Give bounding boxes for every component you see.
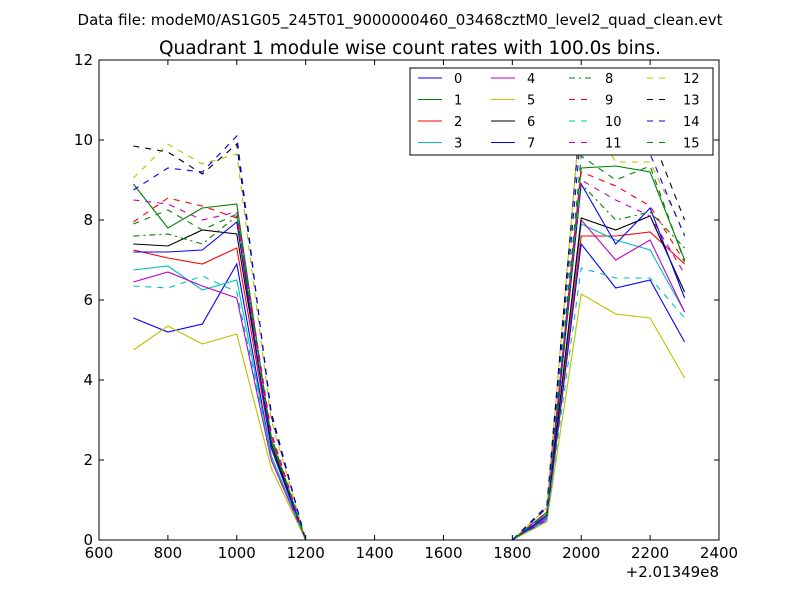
x-tick-label: 1600 xyxy=(424,544,462,562)
y-tick-label: 12 xyxy=(74,51,93,69)
x-tick-label: 1400 xyxy=(355,544,393,562)
legend-label-7: 7 xyxy=(527,137,535,152)
figure-suptitle: Data file: modeM0/AS1G05_245T01_90000004… xyxy=(78,11,723,30)
legend-label-6: 6 xyxy=(527,115,535,130)
legend-label-11: 11 xyxy=(605,137,622,152)
legend-label-9: 9 xyxy=(605,94,613,109)
y-tick-label: 6 xyxy=(83,291,93,309)
x-tick-label: 1200 xyxy=(287,544,325,562)
series-line-8 xyxy=(133,182,685,540)
legend-label-0: 0 xyxy=(454,72,462,87)
legend-label-8: 8 xyxy=(605,72,613,87)
series-line-0 xyxy=(133,242,686,540)
x-tick-label: 800 xyxy=(154,544,183,562)
legend-label-1: 1 xyxy=(454,94,462,109)
legend-frame xyxy=(409,67,714,156)
y-tick-label: 8 xyxy=(83,211,93,229)
legend-label-14: 14 xyxy=(683,115,700,130)
legend-label-5: 5 xyxy=(527,94,535,109)
legend-label-10: 10 xyxy=(605,115,622,130)
series-line-9 xyxy=(133,171,686,540)
x-tick-label: 1800 xyxy=(493,544,531,562)
series-line-7 xyxy=(133,182,686,540)
series-line-4 xyxy=(133,218,686,540)
x-tick-label: 2000 xyxy=(562,544,600,562)
x-tick-label: 2200 xyxy=(631,544,669,562)
x-offset-label: +2.01349e8 xyxy=(626,563,719,581)
y-tick-label: 2 xyxy=(83,451,93,469)
series-line-14 xyxy=(133,129,686,540)
y-tick-label: 4 xyxy=(83,371,93,389)
x-tick-label: 1000 xyxy=(218,544,256,562)
series-line-10 xyxy=(133,267,686,540)
series-line-15 xyxy=(133,155,686,540)
series-line-2 xyxy=(133,231,685,540)
series-line-5 xyxy=(133,293,686,540)
y-tick-label: 10 xyxy=(74,131,93,149)
legend-label-4: 4 xyxy=(527,72,535,87)
series-line-11 xyxy=(133,179,686,540)
x-tick-label: 600 xyxy=(85,544,114,562)
axes-ticks: 600 800 1000 1200 1400 1600 1800 2000 2200 2400 0 2… xyxy=(74,51,738,562)
x-tick-label: 2400 xyxy=(700,544,738,562)
series-line-6 xyxy=(133,215,686,540)
series-line-1 xyxy=(132,165,686,540)
y-tick-label: 0 xyxy=(83,531,93,549)
legend-label-12: 12 xyxy=(683,72,700,87)
series-line-3 xyxy=(133,223,686,540)
legend-label-3: 3 xyxy=(454,137,462,152)
legend-label-15: 15 xyxy=(683,137,700,152)
series-line-12 xyxy=(133,102,686,540)
legend-label-13: 13 xyxy=(683,94,700,109)
legend-label-2: 2 xyxy=(454,115,462,130)
chart-title: Quadrant 1 module wise count rates with … xyxy=(159,38,661,59)
